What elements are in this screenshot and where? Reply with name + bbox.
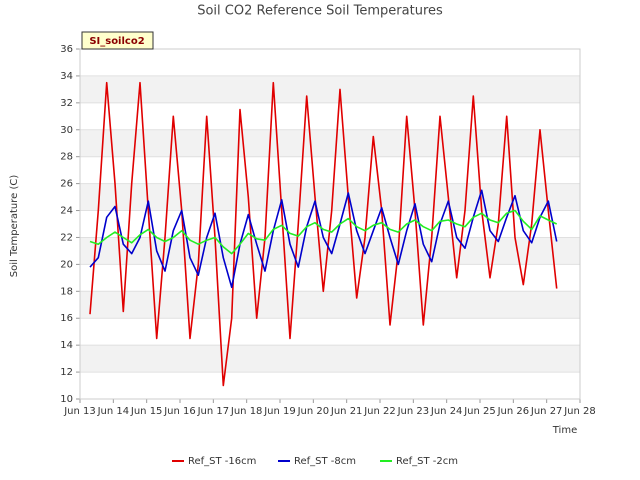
series-line xyxy=(89,189,558,289)
bands xyxy=(80,75,580,373)
legend: Ref_ST -16cm Ref_ST -8cm Ref_ST -2cm xyxy=(172,456,458,467)
y-tick-label: 18 xyxy=(60,286,73,297)
y-tick-label: 32 xyxy=(60,98,73,109)
legend-label: Ref_ST -2cm xyxy=(396,456,458,467)
y-tick-label: 14 xyxy=(60,340,73,351)
y-tick-label: 26 xyxy=(60,179,73,190)
y-tick-label: 34 xyxy=(60,71,73,82)
y-axis-label: Soil Temperature (C) xyxy=(9,175,20,278)
x-tick-label: Jun 19 xyxy=(263,406,296,417)
x-tick-label: Jun 20 xyxy=(297,406,330,417)
x-tick-label: Jun 17 xyxy=(197,406,230,417)
series-line xyxy=(89,81,558,387)
plot-frame xyxy=(79,48,581,400)
legend-label: Ref_ST -8cm xyxy=(294,456,356,467)
band xyxy=(80,345,580,373)
y-tick-label: 22 xyxy=(60,232,73,243)
band xyxy=(80,129,580,157)
y-tick-label: 28 xyxy=(60,152,73,163)
y-tick-label: 30 xyxy=(60,125,73,136)
x-tick-label: Jun 27 xyxy=(530,406,563,417)
band xyxy=(80,183,580,211)
y-tick-label: 20 xyxy=(60,259,73,270)
x-tick-label: Jun 28 xyxy=(563,406,596,417)
x-tick-label: Jun 22 xyxy=(363,406,396,417)
x-tick-label: Jun 14 xyxy=(97,406,130,417)
x-tick-label: Jun 21 xyxy=(330,406,363,417)
y-tick-label: 10 xyxy=(60,394,73,405)
annotation-box xyxy=(81,31,154,50)
y-tick-label: 36 xyxy=(60,44,73,55)
series-line xyxy=(89,209,558,255)
band xyxy=(80,75,580,103)
x-tick-label: Jun 25 xyxy=(463,406,496,417)
x-tick-label: Jun 13 xyxy=(63,406,96,417)
annotation: SI_soilco2 xyxy=(89,36,144,47)
x-tick-label: Jun 18 xyxy=(230,406,263,417)
x-tick-label: Jun 23 xyxy=(397,406,430,417)
lines xyxy=(89,81,558,387)
y-tick-label: 16 xyxy=(60,313,73,324)
band xyxy=(80,291,580,319)
chart-title: Soil CO2 Reference Soil Temperatures xyxy=(197,4,443,19)
x-tick-label: Jun 16 xyxy=(163,406,196,417)
legend-label: Ref_ST -16cm xyxy=(188,456,256,467)
y-tick-label: 12 xyxy=(60,367,73,378)
y-tick-label: 24 xyxy=(60,206,73,217)
x-tick-label: Jun 26 xyxy=(497,406,530,417)
x-tick-label: Jun 15 xyxy=(130,406,163,417)
x-axis-label: Time xyxy=(552,425,577,436)
x-tick-label: Jun 24 xyxy=(430,406,463,417)
